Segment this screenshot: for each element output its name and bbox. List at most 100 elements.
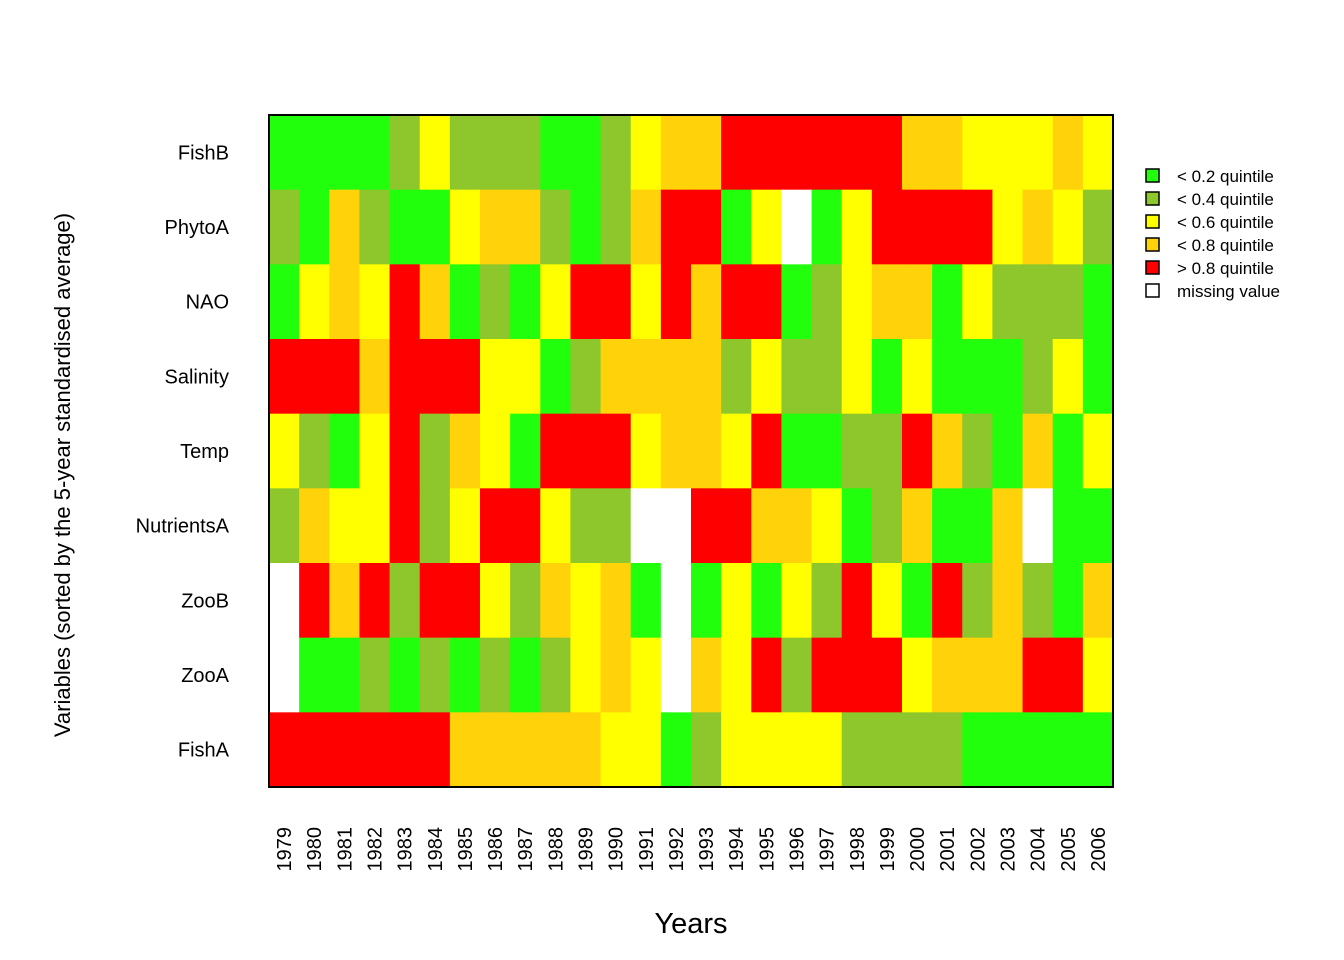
heatmap-cell (902, 413, 933, 489)
x-tick-label: 1980 (304, 827, 326, 872)
heatmap-cell (269, 712, 300, 788)
heatmap-cell (449, 264, 481, 340)
heatmap-cell (841, 264, 873, 340)
heatmap-cell (389, 712, 421, 788)
heatmap-cell (359, 563, 391, 639)
heatmap-cell (902, 637, 933, 713)
heatmap-cell (871, 637, 903, 713)
heatmap-cell (600, 712, 632, 788)
heatmap-cell (419, 339, 451, 415)
heatmap-cell (781, 413, 813, 489)
heatmap-cell (630, 339, 662, 415)
heatmap-cell (1052, 339, 1084, 415)
heatmap-cell (449, 339, 481, 415)
heatmap-cell (751, 115, 783, 191)
heatmap-cell (1022, 637, 1054, 713)
x-tick-label: 1990 (606, 827, 628, 872)
heatmap-cell (811, 339, 843, 415)
heatmap-cell (660, 712, 692, 788)
heatmap-cell (570, 115, 602, 191)
heatmap-cell (359, 264, 391, 340)
heatmap-cell (269, 115, 300, 191)
heatmap-cell (932, 339, 963, 415)
x-tick-label: 1995 (756, 827, 778, 872)
heatmap-cell (660, 115, 692, 191)
legend-label: < 0.8 quintile (1177, 236, 1274, 255)
heatmap-cell (902, 339, 933, 415)
heatmap-cell (1052, 189, 1084, 265)
heatmap-cell (781, 637, 813, 713)
heatmap-cell (691, 488, 722, 564)
heatmap-cell (449, 115, 481, 191)
heatmap-cell (480, 264, 511, 340)
heatmap-cell (992, 712, 1024, 788)
heatmap-cell (510, 712, 541, 788)
heatmap-cell (540, 563, 572, 639)
heatmap-cell (1082, 563, 1114, 639)
heatmap-cell (811, 115, 843, 191)
heatmap-cell (419, 712, 451, 788)
heatmap-cell (329, 189, 361, 265)
heatmap-cell (570, 637, 602, 713)
heatmap-cell (1022, 488, 1054, 564)
heatmap-cell (781, 563, 813, 639)
y-tick-label: FishA (178, 740, 230, 762)
heatmap-cell (841, 115, 873, 191)
heatmap-cell (510, 189, 541, 265)
heatmap-cell (751, 488, 783, 564)
heatmap-cell (962, 115, 994, 191)
heatmap-cell (329, 563, 361, 639)
heatmap-cell (600, 413, 632, 489)
heatmap-cell (992, 413, 1024, 489)
x-tick-label: 1985 (455, 827, 477, 872)
x-tick-label: 1984 (425, 827, 447, 872)
heatmap-cell (449, 637, 481, 713)
heatmap-cell (480, 189, 511, 265)
heatmap-cell (449, 563, 481, 639)
heatmap-cell (1082, 264, 1114, 340)
heatmap-cell (329, 264, 361, 340)
heatmap-cell (570, 264, 602, 340)
heatmap-cell (329, 115, 361, 191)
heatmap-cell (691, 115, 722, 191)
heatmap-cell (751, 189, 783, 265)
heatmap-cell (630, 712, 662, 788)
heatmap-cell (299, 339, 330, 415)
heatmap-cell (962, 563, 994, 639)
heatmap-cell (691, 712, 722, 788)
heatmap-cell (1022, 413, 1054, 489)
heatmap-cell (962, 264, 994, 340)
heatmap-cell (329, 637, 361, 713)
heatmap-cell (871, 264, 903, 340)
y-axis-label: Variables (sorted by the 5-year standard… (50, 213, 75, 737)
heatmap-cell (871, 712, 903, 788)
heatmap-cell (419, 637, 451, 713)
heatmap-cell (841, 563, 873, 639)
y-tick-label: Salinity (165, 366, 229, 388)
heatmap-cell (1022, 339, 1054, 415)
heatmap-cell (359, 488, 391, 564)
heatmap-cell (721, 712, 752, 788)
heatmap-cell (510, 563, 541, 639)
y-tick-label: NutrientsA (136, 516, 230, 538)
heatmap-cell (691, 339, 722, 415)
heatmap-cell (751, 339, 783, 415)
heatmap-cell (781, 712, 813, 788)
heatmap-cell (1052, 563, 1084, 639)
heatmap-cell (419, 115, 451, 191)
heatmap-cell (1022, 189, 1054, 265)
heatmap-cell (269, 563, 300, 639)
heatmap-cell (721, 115, 752, 191)
heatmap-cell (932, 563, 963, 639)
heatmap-cell (1052, 115, 1084, 191)
heatmap-cell (691, 637, 722, 713)
heatmap-cell (992, 264, 1024, 340)
x-tick-label: 1994 (726, 827, 748, 872)
heatmap-cell (1052, 264, 1084, 340)
heatmap-cell (299, 637, 330, 713)
heatmap-cell (389, 413, 421, 489)
heatmap-cell (480, 563, 511, 639)
heatmap-cell (570, 488, 602, 564)
legend-swatch (1145, 260, 1160, 275)
x-tick-label: 2002 (967, 827, 989, 872)
